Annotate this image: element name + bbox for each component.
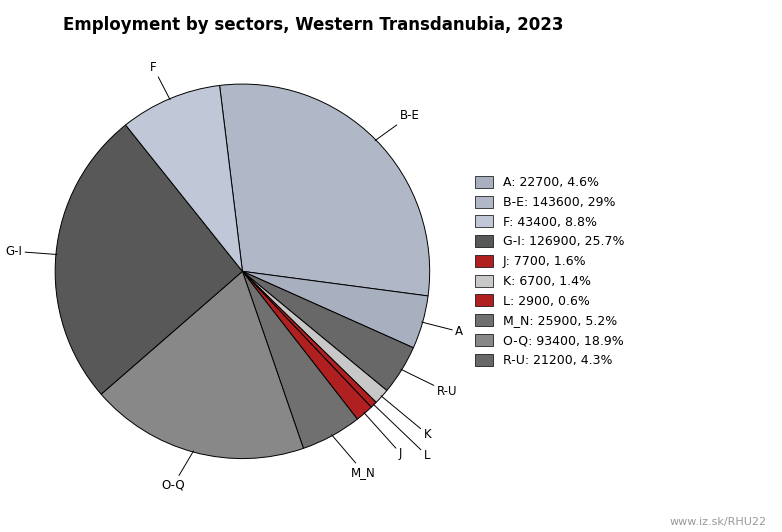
Text: A: A <box>421 322 463 338</box>
Text: www.iz.sk/RHU22: www.iz.sk/RHU22 <box>669 517 766 527</box>
Text: G-I: G-I <box>5 245 57 258</box>
Text: O-Q: O-Q <box>162 451 193 491</box>
Wedge shape <box>220 84 429 296</box>
Wedge shape <box>242 271 414 390</box>
Text: L: L <box>373 404 430 462</box>
Text: R-U: R-U <box>401 369 457 398</box>
Text: J: J <box>364 412 402 460</box>
Wedge shape <box>242 271 376 407</box>
Text: M_N: M_N <box>332 435 376 479</box>
Text: B-E: B-E <box>375 110 419 140</box>
Wedge shape <box>242 271 428 348</box>
Text: K: K <box>381 396 431 440</box>
Wedge shape <box>242 271 357 448</box>
Text: Employment by sectors, Western Transdanubia, 2023: Employment by sectors, Western Transdanu… <box>63 16 563 34</box>
Legend: A: 22700, 4.6%, B-E: 143600, 29%, F: 43400, 8.8%, G-I: 126900, 25.7%, J: 7700, 1: A: 22700, 4.6%, B-E: 143600, 29%, F: 434… <box>475 176 625 367</box>
Wedge shape <box>56 125 242 394</box>
Text: F: F <box>150 61 170 99</box>
Wedge shape <box>242 271 371 419</box>
Wedge shape <box>242 271 387 402</box>
Wedge shape <box>101 271 303 459</box>
Wedge shape <box>126 86 242 271</box>
